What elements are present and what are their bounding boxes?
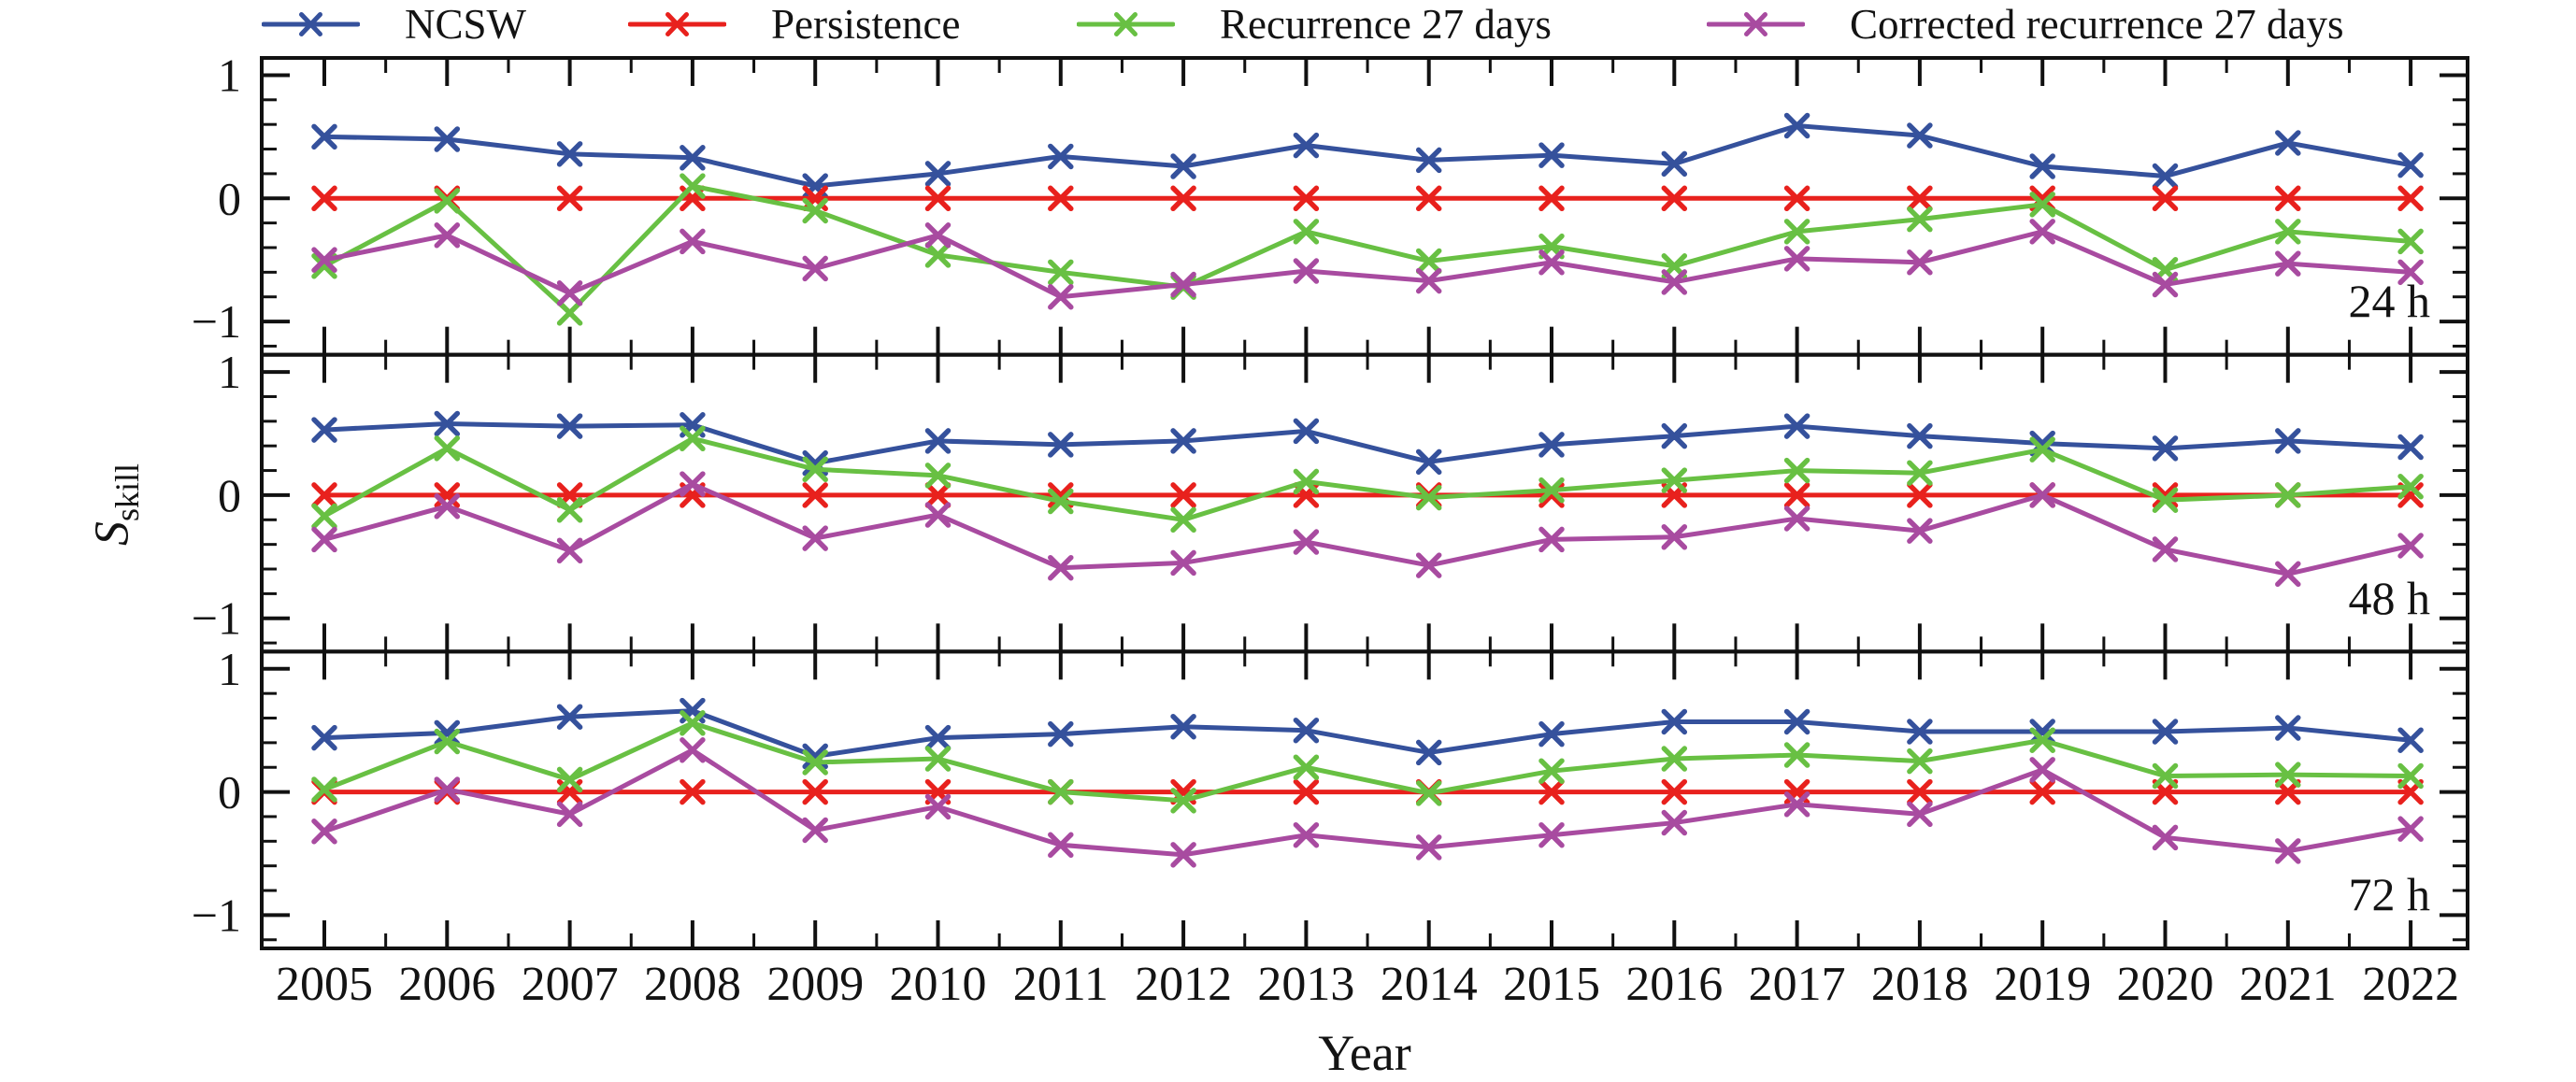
x-markers — [311, 173, 2424, 326]
y-tick-label: 1 — [218, 346, 241, 398]
axis-ticks — [262, 58, 2468, 355]
year-tick-label: 2020 — [2117, 958, 2214, 1011]
year-tick-label: 2014 — [1381, 958, 1478, 1011]
year-tick-label: 2017 — [1749, 958, 1846, 1011]
x-markers — [311, 425, 2424, 534]
x-markers — [311, 737, 2424, 868]
year-tick-label: 2016 — [1625, 958, 1723, 1011]
y-tick-label: −1 — [192, 592, 241, 645]
year-tick-label: 2007 — [522, 958, 619, 1011]
axis-ticks — [262, 354, 2468, 652]
legend-label-recurrence: Recurrence 27 days — [1220, 1, 1552, 48]
series-persistence-24-h — [311, 185, 2424, 212]
legend-label-corrected-recurrence: Corrected recurrence 27 days — [1850, 1, 2344, 48]
x-markers — [311, 697, 2424, 770]
y-tick-label: 1 — [218, 643, 241, 695]
year-tick-label: 2009 — [766, 958, 864, 1011]
year-tick-label: 2011 — [1013, 958, 1109, 1011]
year-tick-label: 2010 — [890, 958, 987, 1011]
series-corrected-recurrence-27-days-72-h — [311, 737, 2424, 868]
series-corrected-recurrence-27-days-24-h — [311, 219, 2424, 310]
panel-24-h: 1 0 −1 — [192, 49, 2469, 357]
panel-72-h: 1 0 −1 — [192, 643, 2469, 950]
legend-marker-recurrence-icon — [1077, 12, 1175, 36]
series-recurrence-27-days-24-h — [311, 173, 2424, 326]
panel-label-72h: 72 h — [2348, 868, 2431, 920]
x-markers — [311, 219, 2424, 310]
y-axis-title-symbol: S — [85, 521, 139, 547]
y-tick-label: 0 — [218, 766, 241, 819]
axis-ticks — [262, 651, 2468, 948]
x-markers — [311, 410, 2424, 477]
legend: NCSW Persistence Recurrence 27 days Corr… — [0, 0, 2576, 49]
year-tick-label: 2008 — [644, 958, 741, 1011]
legend-marker-corrected-recurrence-icon — [1707, 12, 1805, 36]
series-ncsw-48-h — [311, 410, 2424, 477]
year-tick-label: 2005 — [276, 958, 373, 1011]
legend-item-corrected-recurrence: Corrected recurrence 27 days — [1707, 1, 2344, 48]
y-tick-label: −1 — [192, 295, 241, 348]
legend-marker-ncsw-icon — [262, 12, 360, 36]
series-recurrence-27-days-72-h — [311, 710, 2424, 814]
x-markers — [311, 710, 2424, 814]
x-axis-title: Year — [1318, 1025, 1411, 1081]
panel-label-24h: 24 h — [2348, 275, 2431, 327]
x-markers — [311, 185, 2424, 212]
legend-item-ncsw: NCSW — [262, 1, 527, 48]
series-ncsw-24-h — [311, 112, 2424, 199]
year-tick-label: 2015 — [1503, 958, 1600, 1011]
series-recurrence-27-days-48-h — [311, 425, 2424, 534]
year-tick-label: 2012 — [1135, 958, 1232, 1011]
year-tick-label: 2006 — [398, 958, 495, 1011]
legend-label-persistence: Persistence — [771, 1, 961, 48]
y-axis-title-subscript: skill — [107, 463, 146, 522]
year-tick-label: 2022 — [2362, 958, 2459, 1011]
x-markers — [311, 471, 2424, 588]
year-tick-label: 2019 — [1994, 958, 2091, 1011]
panel-48-h: 1 0 −1 — [192, 346, 2469, 654]
y-tick-label: −1 — [192, 889, 241, 941]
legend-item-recurrence: Recurrence 27 days — [1077, 1, 1552, 48]
y-tick-label: 0 — [218, 469, 241, 521]
year-tick-label: 2013 — [1257, 958, 1354, 1011]
y-tick-label: 1 — [218, 49, 241, 101]
panel-label-48h: 48 h — [2348, 572, 2431, 624]
year-tick-label: 2021 — [2240, 958, 2337, 1011]
legend-item-persistence: Persistence — [628, 1, 961, 48]
y-axis-title: Sskill — [85, 463, 146, 547]
legend-label-ncsw: NCSW — [405, 1, 527, 48]
x-markers — [311, 112, 2424, 199]
legend-marker-persistence-icon — [628, 12, 726, 36]
series-ncsw-72-h — [311, 697, 2424, 770]
series-corrected-recurrence-27-days-48-h — [311, 471, 2424, 588]
year-tick-label: 2018 — [1871, 958, 1968, 1011]
x-tick-labels: 2005 2006 2007 2008 2009 2010 2011 2012 2013 2014… — [276, 958, 2459, 1011]
y-tick-label: 0 — [218, 172, 241, 224]
